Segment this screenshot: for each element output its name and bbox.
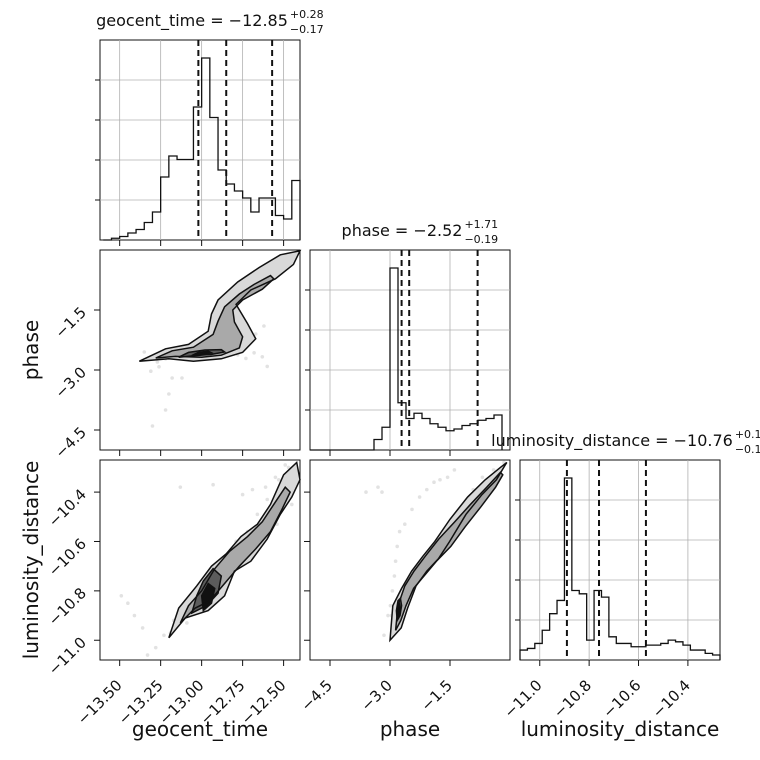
x-axis-label-2: luminosity_distance bbox=[521, 717, 720, 741]
geocent_time-vs-luminosity_distance-point-26 bbox=[126, 601, 130, 606]
y-axis-label-2: luminosity_distance bbox=[19, 461, 43, 660]
title-2-upper-error: +0.19 bbox=[735, 428, 760, 441]
phase-vs-luminosity_distance-point-27 bbox=[410, 507, 414, 512]
phase-vs-luminosity_distance-point-26 bbox=[403, 522, 407, 526]
title-2: luminosity_distance = −10.76 bbox=[491, 431, 733, 451]
phase-vs-luminosity_distance-point-31 bbox=[438, 477, 442, 482]
geocent_time-vs-luminosity_distance-point-30 bbox=[240, 492, 245, 497]
phase-vs-luminosity_distance-point-15 bbox=[480, 475, 485, 480]
phase-vs-luminosity_distance-point-16 bbox=[491, 468, 496, 472]
geocent_time-vs-phase-contour-line-1 bbox=[155, 274, 275, 359]
phase-vs-luminosity_distance-point-19 bbox=[386, 613, 390, 618]
geocent_time-vs-phase-point-16 bbox=[265, 364, 270, 369]
geocent_time-vs-luminosity_distance-point-25 bbox=[132, 613, 137, 618]
geocent_time-vs-luminosity_distance-point-10 bbox=[276, 477, 281, 482]
phase-vs-luminosity_distance-contour-line-1 bbox=[394, 471, 504, 631]
geocent_time-vs-luminosity_distance-point-23 bbox=[145, 653, 150, 657]
phase-vs-luminosity_distance-point-35 bbox=[376, 485, 380, 489]
geocent_time-vs-luminosity_distance-point-11 bbox=[286, 465, 291, 470]
x-axis-label-1: phase bbox=[380, 717, 440, 741]
luminosity_distance-histogram bbox=[519, 477, 721, 660]
geocent_time-vs-luminosity_distance-point-33 bbox=[273, 475, 278, 480]
geocent_time-vs-luminosity_distance-point-27 bbox=[119, 594, 124, 598]
title-0-upper-error: +0.28 bbox=[290, 8, 324, 21]
title-1-upper-error: +1.71 bbox=[464, 218, 498, 231]
geocent_time-vs-luminosity_distance-point-22 bbox=[290, 502, 294, 507]
geocent_time-vs-phase-point-0 bbox=[142, 350, 147, 354]
phase-vs-luminosity_distance-point-23 bbox=[393, 559, 398, 564]
geocent_time-vs-phase-point-32 bbox=[157, 365, 161, 369]
geocent_time-vs-phase-point-13 bbox=[244, 356, 248, 361]
geocent_time-vs-luminosity_distance-point-12 bbox=[153, 645, 158, 650]
geocent_time-vs-luminosity_distance-point-9 bbox=[265, 497, 270, 502]
geocent_time-histogram-panel bbox=[99, 39, 301, 241]
phase-vs-luminosity_distance-point-29 bbox=[425, 487, 429, 492]
title-0: geocent_time = −12.85 bbox=[96, 11, 288, 31]
geocent_time-vs-phase-point-40 bbox=[253, 332, 258, 336]
geocent_time-vs-phase-point-35 bbox=[163, 408, 168, 412]
luminosity_distance-histogram-panel bbox=[519, 459, 721, 661]
geocent_time-vs-phase-contour-line-3 bbox=[191, 350, 214, 357]
geocent_time-vs-luminosity_distance-panel bbox=[99, 459, 301, 661]
geocent_time-vs-phase-point-41 bbox=[262, 324, 266, 328]
title-1: phase = −2.52 bbox=[342, 221, 463, 240]
phase-vs-luminosity_distance-point-18 bbox=[382, 633, 386, 638]
phase-vs-luminosity_distance-point-30 bbox=[432, 480, 436, 485]
phase-vs-luminosity_distance-point-33 bbox=[452, 468, 457, 472]
geocent_time-vs-luminosity_distance-point-31 bbox=[250, 487, 255, 492]
phase-vs-luminosity_distance-point-20 bbox=[388, 603, 393, 608]
title-2-lower-error: −0.13 bbox=[735, 443, 760, 456]
geocent_time-vs-luminosity_distance-point-8 bbox=[255, 512, 260, 517]
phase-vs-luminosity_distance-contour-line-3 bbox=[397, 603, 402, 621]
phase-vs-luminosity_distance-point-34 bbox=[380, 490, 384, 494]
phase-vs-luminosity_distance-point-32 bbox=[445, 475, 450, 480]
geocent_time-vs-phase-point-34 bbox=[170, 376, 174, 380]
phase-vs-luminosity_distance-point-25 bbox=[397, 529, 402, 534]
phase-vs-luminosity_distance-point-21 bbox=[390, 589, 395, 593]
geocent_time-vs-luminosity_distance-point-32 bbox=[263, 485, 268, 489]
geocent_time-vs-phase-point-15 bbox=[260, 355, 265, 359]
geocent_time-vs-luminosity_distance-point-34 bbox=[283, 463, 288, 467]
phase-vs-luminosity_distance-point-28 bbox=[417, 495, 422, 499]
geocent_time-vs-phase-point-33 bbox=[149, 369, 153, 374]
geocent_time-vs-luminosity_distance-point-39 bbox=[185, 621, 189, 625]
title-1-lower-error: −0.19 bbox=[464, 233, 498, 246]
geocent_time-vs-luminosity_distance-contour-line-0 bbox=[168, 460, 301, 639]
geocent_time-vs-luminosity_distance-point-28 bbox=[178, 485, 183, 489]
geocent_time-vs-luminosity_distance-point-24 bbox=[140, 626, 145, 630]
geocent_time-vs-phase-contour-fill-0 bbox=[139, 250, 300, 362]
geocent_time-vs-luminosity_distance-contour-line-3 bbox=[200, 582, 216, 613]
geocent_time-vs-phase-point-14 bbox=[252, 351, 256, 355]
geocent_time-vs-luminosity_distance-contour-line-2 bbox=[190, 567, 223, 615]
phase-vs-luminosity_distance-point-36 bbox=[364, 490, 368, 494]
geocent_time-vs-phase-point-2 bbox=[155, 360, 160, 364]
geocent_time-vs-luminosity_distance-contour-line-1 bbox=[179, 485, 292, 624]
geocent_time-vs-luminosity_distance-point-13 bbox=[162, 633, 166, 638]
geocent_time-vs-phase-point-17 bbox=[167, 392, 171, 396]
geocent_time-histogram bbox=[103, 57, 301, 241]
phase-vs-luminosity_distance-point-24 bbox=[395, 544, 400, 549]
geocent_time-vs-phase-contour-line-0 bbox=[139, 249, 302, 362]
geocent_time-vs-phase-point-18 bbox=[180, 376, 184, 380]
y-axis-label-1: phase bbox=[19, 320, 43, 380]
geocent_time-vs-phase-point-36 bbox=[150, 424, 155, 428]
phase-vs-luminosity_distance-point-22 bbox=[392, 574, 397, 578]
x-axis-label-0: geocent_time bbox=[132, 717, 268, 741]
geocent_time-vs-luminosity_distance-point-29 bbox=[211, 482, 215, 487]
title-0-lower-error: −0.17 bbox=[290, 23, 324, 36]
